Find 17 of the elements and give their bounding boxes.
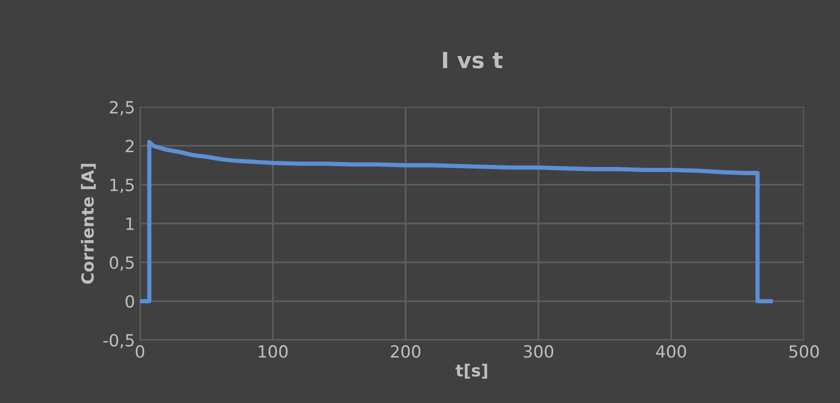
y-tick-label: -0,5 [103,334,134,348]
x-tick-label: 400 [656,345,686,358]
y-tick-label: 1 [126,218,134,230]
y-tick-label: 2 [126,140,134,152]
line-series [140,140,773,304]
y-tick-label: 0 [126,295,134,308]
y-tick-label: 0,5 [110,256,134,271]
chart-title: I vs t [443,52,503,68]
x-axis-title: t[s] [456,364,488,379]
y-tick-label: 1,5 [110,178,134,193]
x-tick-label: 500 [789,345,819,358]
x-tick-label: 300 [524,345,554,358]
x-tick-label: 100 [258,345,288,358]
y-axis-title: Corriente [A] [80,164,96,284]
y-tick-label: 2,5 [110,100,134,116]
x-tick-label: 0 [136,345,144,358]
x-tick-label: 200 [390,345,420,358]
